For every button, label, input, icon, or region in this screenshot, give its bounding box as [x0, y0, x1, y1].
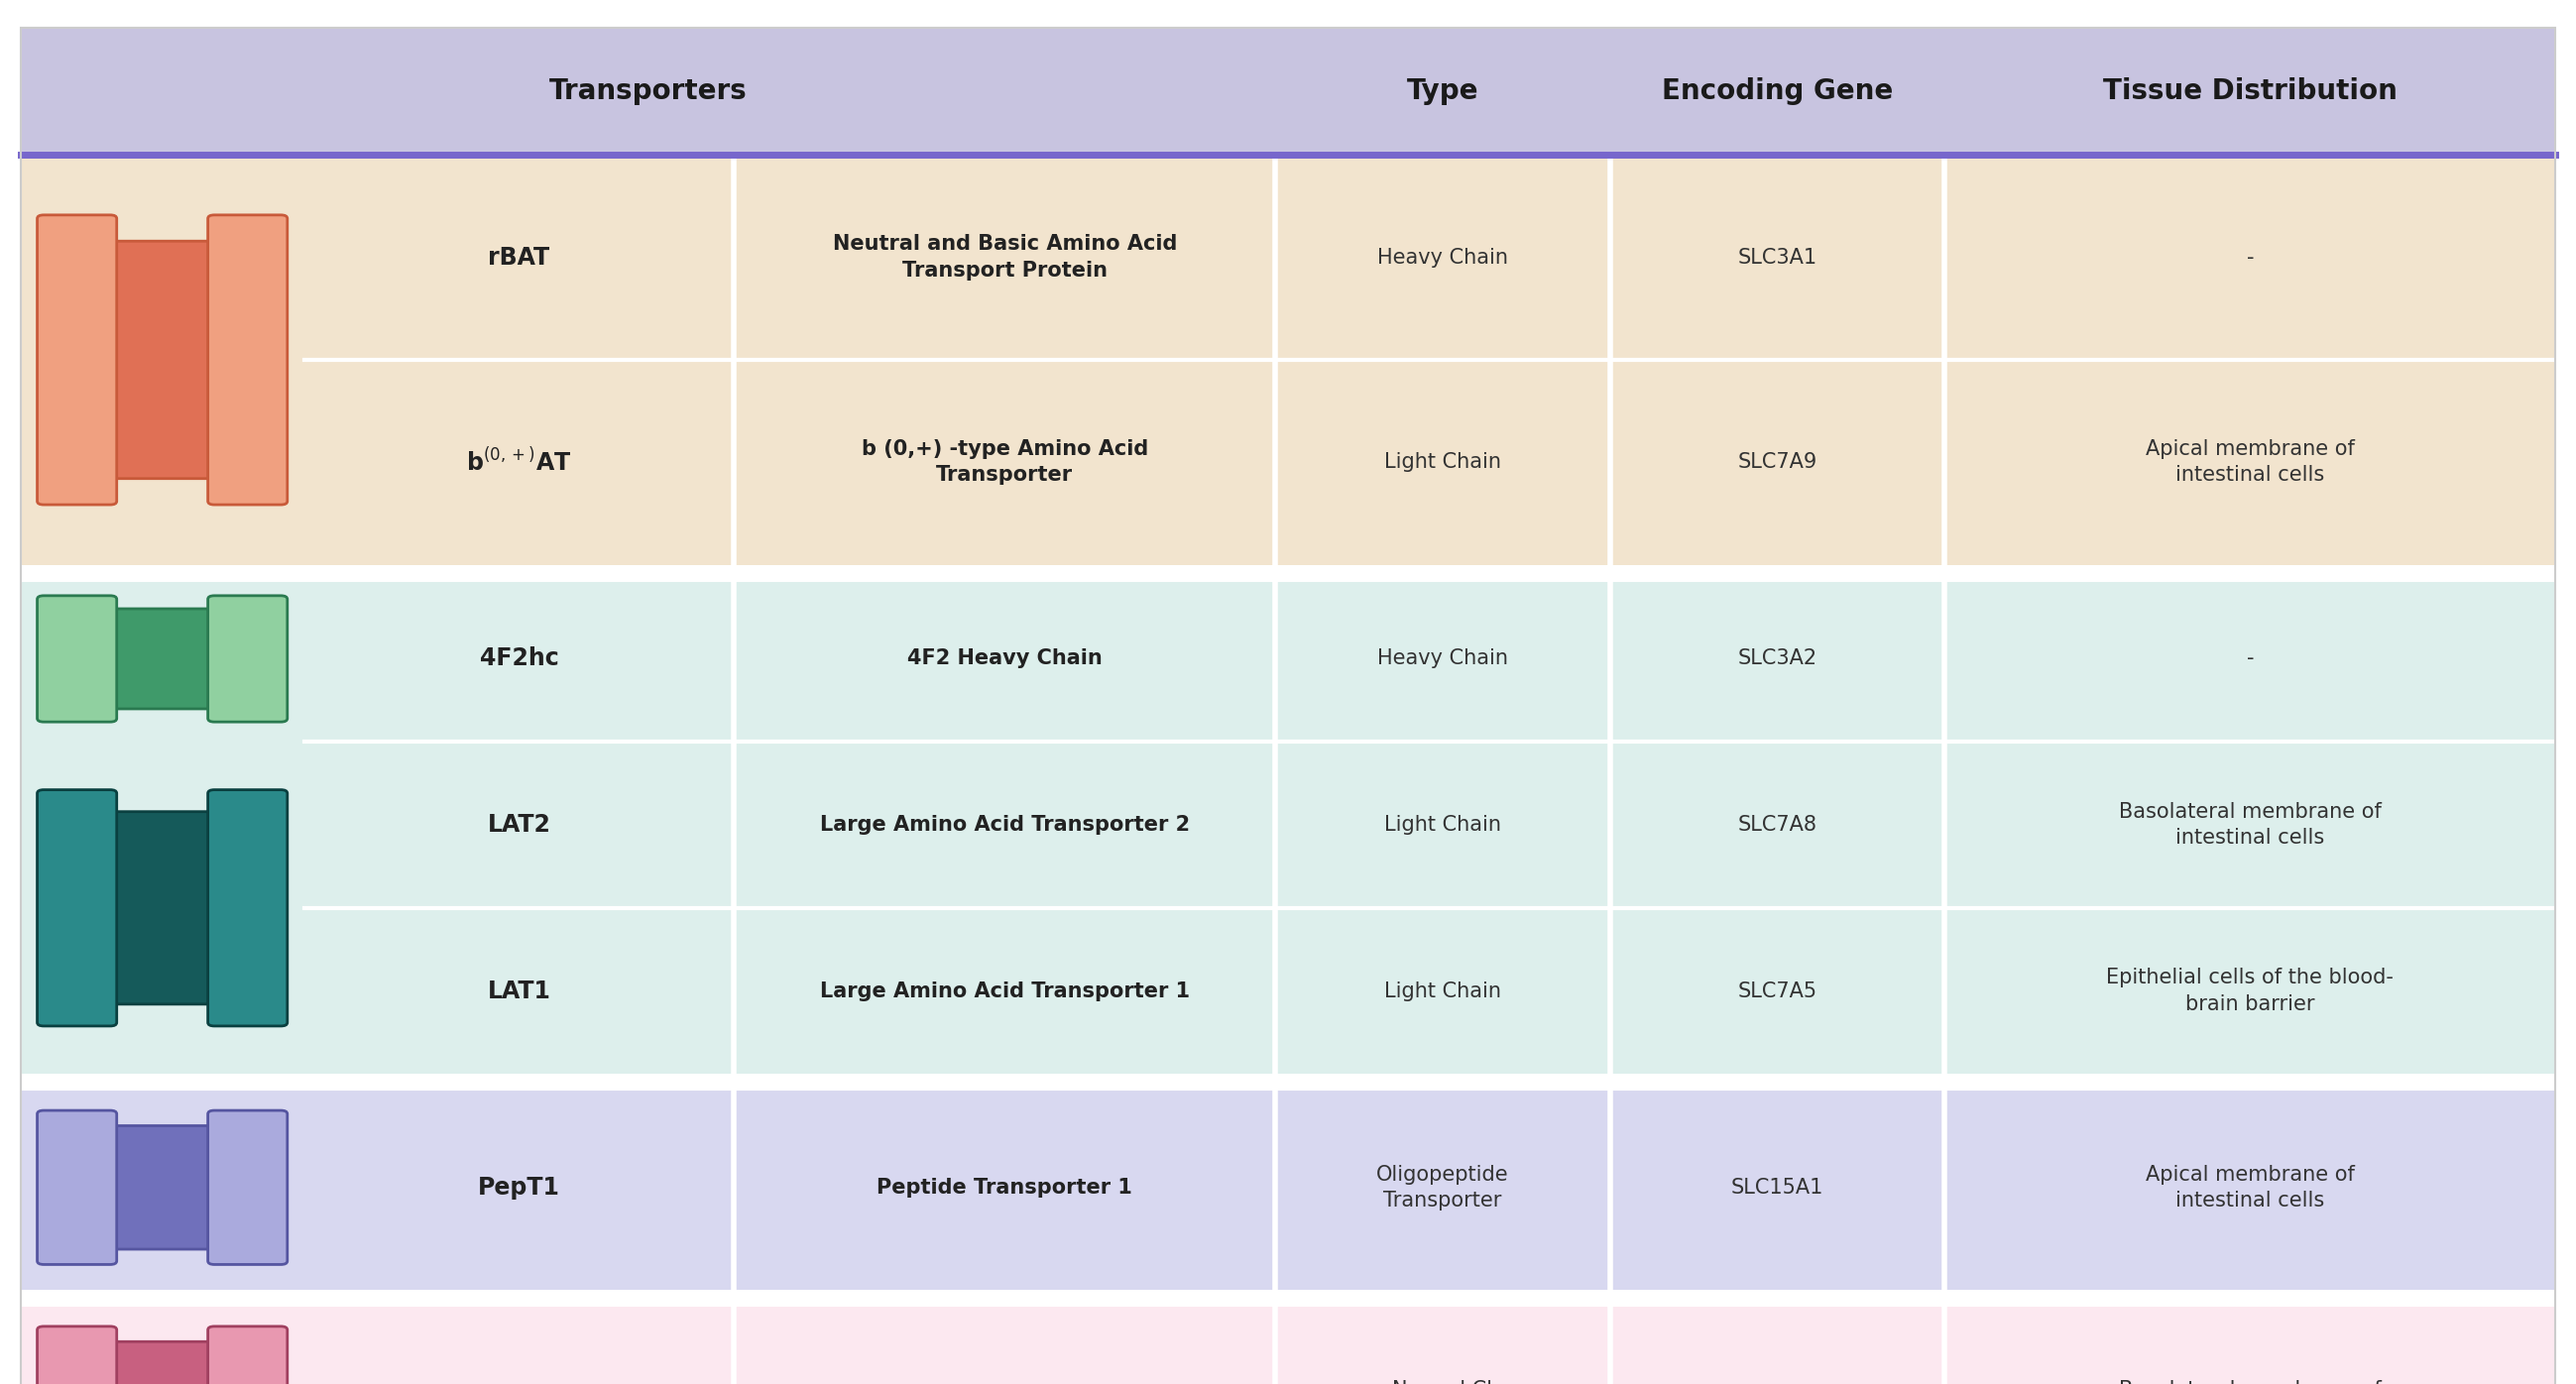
Text: SLC3A2: SLC3A2 [1739, 649, 1816, 668]
FancyBboxPatch shape [36, 595, 116, 722]
Bar [21, 155, 2555, 565]
Text: -: - [2246, 248, 2254, 267]
Text: -: - [2246, 649, 2254, 668]
Text: LAT1: LAT1 [487, 978, 551, 1003]
Text: Large Amino Acid Transporter 2: Large Amino Acid Transporter 2 [819, 815, 1190, 835]
PathPatch shape [98, 241, 227, 479]
Text: Light Chain: Light Chain [1383, 981, 1502, 1001]
Text: Transporters: Transporters [549, 78, 747, 105]
Text: SLC7A9: SLC7A9 [1739, 453, 1816, 472]
FancyBboxPatch shape [209, 1110, 289, 1265]
Text: Light Chain: Light Chain [1383, 453, 1502, 472]
Text: SLC3A1: SLC3A1 [1739, 248, 1816, 267]
FancyBboxPatch shape [36, 215, 116, 505]
FancyBboxPatch shape [209, 215, 289, 505]
Text: Na and Cl
Transporter: Na and Cl Transporter [1383, 1380, 1502, 1384]
PathPatch shape [98, 609, 227, 709]
Text: 4F2hc: 4F2hc [479, 646, 559, 671]
FancyBboxPatch shape [209, 790, 289, 1026]
Text: PepT1: PepT1 [479, 1175, 559, 1200]
Text: Neutral and Basic Amino Acid
Transport Protein: Neutral and Basic Amino Acid Transport P… [832, 234, 1177, 281]
Text: Light Chain: Light Chain [1383, 815, 1502, 835]
Text: Apical membrane of
intestinal cells: Apical membrane of intestinal cells [2146, 439, 2354, 486]
Text: 4F2 Heavy Chain: 4F2 Heavy Chain [907, 649, 1103, 668]
Bar [21, 1085, 2555, 1290]
Text: Type: Type [1406, 78, 1479, 105]
PathPatch shape [98, 1125, 227, 1250]
Text: SLC15A1: SLC15A1 [1731, 1178, 1824, 1197]
Text: Apical membrane of
intestinal cells: Apical membrane of intestinal cells [2146, 1164, 2354, 1211]
FancyBboxPatch shape [209, 1326, 289, 1384]
Text: SLC7A5: SLC7A5 [1739, 981, 1816, 1001]
Bar [21, 1301, 2555, 1384]
Text: Encoding Gene: Encoding Gene [1662, 78, 1893, 105]
FancyBboxPatch shape [36, 1110, 116, 1265]
PathPatch shape [98, 1341, 227, 1384]
FancyBboxPatch shape [209, 595, 289, 722]
Text: LAT2: LAT2 [487, 812, 551, 837]
Text: Epithelial cells of the blood-
brain barrier: Epithelial cells of the blood- brain bar… [2107, 967, 2393, 1014]
Text: Basolateral membrane of
intestinal cells: Basolateral membrane of intestinal cells [2120, 1380, 2380, 1384]
Text: Large Amino Acid Transporter 1: Large Amino Acid Transporter 1 [819, 981, 1190, 1001]
Text: Heavy Chain: Heavy Chain [1378, 248, 1507, 267]
Text: Heavy Chain: Heavy Chain [1378, 649, 1507, 668]
Text: SLC7A8: SLC7A8 [1739, 815, 1816, 835]
Text: Oligopeptide
Transporter: Oligopeptide Transporter [1376, 1164, 1510, 1211]
FancyBboxPatch shape [36, 1326, 116, 1384]
Bar [21, 28, 2555, 155]
Text: Peptide Transporter 1: Peptide Transporter 1 [876, 1178, 1133, 1197]
Bar [21, 576, 2555, 1074]
Text: rBAT: rBAT [489, 245, 549, 270]
Text: b (0,+) -type Amino Acid
Transporter: b (0,+) -type Amino Acid Transporter [860, 439, 1149, 486]
Text: Basolateral membrane of
intestinal cells: Basolateral membrane of intestinal cells [2120, 801, 2380, 848]
PathPatch shape [98, 811, 227, 1005]
Text: b$^{(0,+)}$AT: b$^{(0,+)}$AT [466, 448, 572, 476]
Text: Tissue Distribution: Tissue Distribution [2102, 78, 2398, 105]
FancyBboxPatch shape [36, 790, 116, 1026]
